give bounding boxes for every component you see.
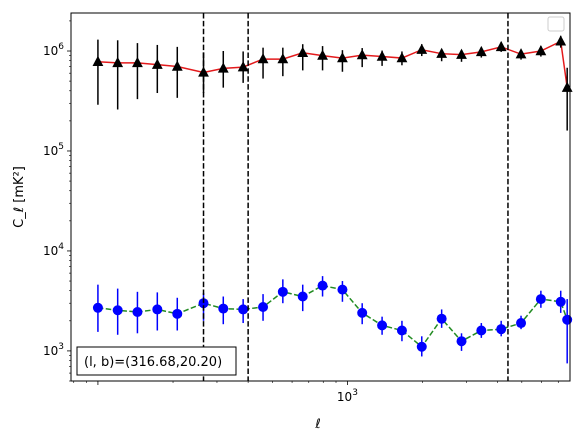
data-point-circle xyxy=(337,284,348,295)
x-axis-label: ℓ xyxy=(314,417,320,432)
y-tick-label-base: 10 xyxy=(43,144,58,158)
data-point-triangle xyxy=(297,46,309,57)
data-point-triangle xyxy=(237,61,249,72)
y-tick-label: 103 xyxy=(43,342,64,358)
data-point-circle xyxy=(172,308,183,319)
y-tick-label: 104 xyxy=(43,242,64,258)
data-point-triangle xyxy=(535,45,547,56)
data-point-circle xyxy=(436,313,447,324)
data-point-triangle xyxy=(337,52,348,63)
data-point-circle xyxy=(317,280,328,291)
annotation-text: (l, b)=(316.68,20.20) xyxy=(84,355,222,370)
y-tick-label-base: 10 xyxy=(43,344,58,358)
y-axis-label: C_ℓ [mK²] xyxy=(12,166,27,228)
data-point-triangle xyxy=(475,45,487,57)
data-point-circle xyxy=(112,305,123,316)
data-point-triangle xyxy=(456,48,467,59)
x-tick-label: 103 xyxy=(337,388,358,404)
data-point-triangle xyxy=(132,56,143,68)
data-point-triangle xyxy=(257,53,269,64)
y-tick-label-exponent: 6 xyxy=(58,42,64,52)
data-point-circle xyxy=(198,298,209,309)
y-tick-label: 106 xyxy=(43,42,64,58)
data-point-triangle xyxy=(217,62,229,73)
data-point-circle xyxy=(218,303,229,314)
axis-ticks xyxy=(67,20,559,385)
data-point-triangle xyxy=(396,52,408,63)
data-point-triangle xyxy=(171,60,183,71)
plot-frame xyxy=(70,12,571,382)
data-point-circle xyxy=(535,294,546,305)
x-tick-label-exponent: 3 xyxy=(352,388,358,398)
y-tick-label-base: 10 xyxy=(43,44,58,58)
data-point-circle xyxy=(562,314,573,325)
data-point-circle xyxy=(238,304,249,315)
y-tick-label: 105 xyxy=(43,142,64,158)
data-point-triangle xyxy=(317,49,328,60)
data-point-triangle xyxy=(151,58,163,69)
data-point-triangle xyxy=(356,49,368,60)
data-point-circle xyxy=(555,296,566,307)
data-point-circle xyxy=(297,291,308,302)
series-1 xyxy=(92,35,573,131)
data-point-circle xyxy=(476,325,487,336)
x-tick-label-base: 10 xyxy=(337,390,352,404)
data-point-triangle xyxy=(495,40,507,52)
data-point-triangle xyxy=(436,47,448,58)
data-point-circle xyxy=(377,320,388,331)
y-tick-label-base: 10 xyxy=(43,244,58,258)
data-point-circle xyxy=(132,307,143,318)
data-point-triangle xyxy=(92,55,104,66)
annotation-frame xyxy=(76,346,237,376)
data-point-circle xyxy=(92,302,103,313)
y-tick-label-exponent: 3 xyxy=(58,342,64,352)
data-point-triangle xyxy=(416,43,428,54)
y-tick-label-exponent: 4 xyxy=(58,242,64,252)
data-point-circle xyxy=(357,307,368,318)
data-point-triangle xyxy=(376,50,388,61)
data-point-circle xyxy=(277,286,288,297)
annotation-box: (l, b)=(316.68,20.20) xyxy=(76,346,237,376)
legend-box xyxy=(547,16,565,32)
y-tick-label-exponent: 5 xyxy=(58,142,64,152)
data-point-triangle xyxy=(515,48,527,59)
data-point-circle xyxy=(416,341,427,352)
data-point-triangle xyxy=(555,35,567,46)
data-point-triangle xyxy=(112,56,124,68)
data-point-circle xyxy=(456,336,467,347)
data-point-circle xyxy=(496,324,507,335)
data-point-circle xyxy=(396,325,407,336)
plot-content xyxy=(92,13,573,381)
data-point-circle xyxy=(516,318,527,329)
data-point-circle xyxy=(258,301,269,312)
data-point-triangle xyxy=(277,53,289,64)
data-point-circle xyxy=(152,304,163,315)
